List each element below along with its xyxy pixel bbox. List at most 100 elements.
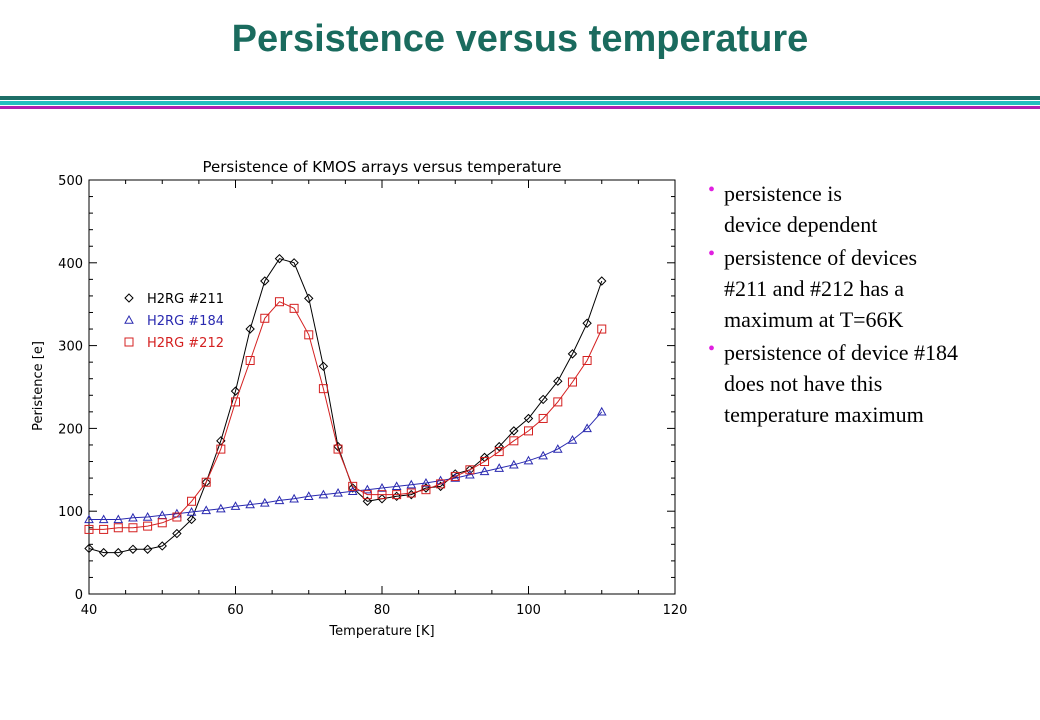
data-point bbox=[157, 541, 167, 551]
data-point bbox=[289, 303, 299, 313]
data-point bbox=[143, 521, 153, 531]
data-point bbox=[333, 487, 343, 497]
legend-label: H2RG #212 bbox=[147, 336, 224, 351]
data-point bbox=[274, 253, 285, 264]
data-point bbox=[567, 434, 578, 444]
data-point bbox=[113, 514, 124, 524]
y-axis-label: Peristence [e] bbox=[31, 341, 46, 431]
data-point bbox=[172, 512, 182, 522]
data-point bbox=[201, 477, 211, 487]
data-point bbox=[552, 444, 563, 453]
plot-frame bbox=[88, 179, 676, 595]
x-tick-label: 100 bbox=[516, 603, 541, 618]
data-point bbox=[553, 397, 563, 407]
data-point bbox=[274, 495, 285, 505]
data-point bbox=[553, 376, 563, 386]
bullet-list: • persistence is device dependent • persis… bbox=[708, 178, 1028, 430]
data-point bbox=[597, 276, 607, 286]
x-tick-label: 120 bbox=[663, 603, 688, 618]
data-point bbox=[406, 479, 417, 489]
title-rule-bottom bbox=[0, 106, 1040, 109]
data-point bbox=[567, 377, 577, 387]
data-point bbox=[406, 488, 416, 498]
x-axis-label: Temperature [K] bbox=[328, 624, 434, 639]
data-point bbox=[523, 455, 534, 465]
data-point bbox=[509, 459, 519, 469]
data-point bbox=[347, 483, 358, 493]
bullet-item: • persistence of devices #211 and #212 ha… bbox=[708, 242, 1028, 335]
data-point bbox=[187, 496, 197, 506]
data-point bbox=[421, 485, 431, 495]
legend-label: H2RG #184 bbox=[147, 314, 224, 329]
bullet-text: persistence of devices #211 and #212 has… bbox=[724, 245, 918, 332]
data-point bbox=[259, 497, 270, 507]
data-point bbox=[289, 258, 299, 268]
data-point bbox=[274, 297, 284, 307]
data-point bbox=[480, 457, 490, 467]
bullet-text: persistence of device #184 does not have… bbox=[724, 340, 958, 427]
legend-marker-icon bbox=[124, 293, 134, 303]
y-tick-label: 300 bbox=[58, 340, 83, 355]
data-point bbox=[509, 426, 519, 436]
data-point bbox=[172, 528, 182, 539]
data-point bbox=[230, 501, 241, 510]
data-point bbox=[98, 514, 109, 524]
data-point bbox=[99, 524, 109, 534]
data-point bbox=[113, 523, 123, 533]
data-point bbox=[465, 465, 475, 475]
chart-title: Persistence of KMOS arrays versus temper… bbox=[202, 158, 561, 176]
data-point bbox=[84, 524, 94, 534]
data-point bbox=[186, 506, 197, 516]
data-point bbox=[597, 324, 607, 334]
data-point bbox=[494, 441, 504, 452]
data-point bbox=[509, 436, 519, 446]
data-point bbox=[304, 330, 314, 340]
legend-label: H2RG #211 bbox=[147, 292, 224, 307]
data-point bbox=[84, 543, 94, 554]
data-point bbox=[582, 356, 592, 366]
y-tick-label: 400 bbox=[58, 257, 83, 272]
data-point bbox=[582, 318, 592, 328]
data-point bbox=[260, 313, 270, 323]
data-point bbox=[128, 512, 138, 522]
data-point bbox=[318, 489, 329, 499]
data-point bbox=[216, 503, 226, 513]
data-point bbox=[333, 444, 343, 454]
data-point bbox=[230, 386, 241, 396]
legend-marker-icon bbox=[124, 337, 134, 347]
data-point bbox=[538, 413, 548, 423]
bullet-dot-icon: • bbox=[708, 243, 716, 265]
bullet-item: • persistence is device dependent bbox=[708, 178, 1028, 240]
data-point bbox=[289, 493, 299, 503]
y-tick-label: 500 bbox=[58, 174, 83, 189]
data-point bbox=[421, 478, 431, 487]
bullet-dot-icon: • bbox=[708, 179, 716, 201]
data-point bbox=[347, 486, 358, 496]
data-point bbox=[245, 499, 255, 509]
data-point bbox=[377, 482, 387, 492]
data-point bbox=[216, 444, 226, 454]
data-point bbox=[538, 450, 548, 460]
data-point bbox=[186, 514, 197, 525]
data-point bbox=[465, 469, 475, 479]
data-point bbox=[450, 471, 460, 481]
slide-title: Persistence versus temperature bbox=[231, 18, 809, 60]
data-point bbox=[245, 324, 255, 334]
series-line bbox=[89, 301, 603, 530]
data-point bbox=[524, 426, 533, 436]
data-point bbox=[113, 547, 124, 558]
data-point bbox=[538, 394, 548, 405]
title-rule-middle bbox=[0, 101, 1040, 105]
bullet-dot-icon: • bbox=[708, 338, 716, 360]
data-point bbox=[201, 505, 212, 515]
data-point bbox=[362, 490, 372, 500]
data-point bbox=[157, 518, 167, 528]
data-point bbox=[348, 481, 358, 491]
data-point bbox=[392, 490, 402, 500]
data-point bbox=[436, 479, 446, 489]
bullet-text: persistence is device dependent bbox=[724, 181, 878, 237]
x-tick-label: 60 bbox=[227, 603, 244, 618]
y-tick-label: 200 bbox=[58, 422, 83, 437]
data-point bbox=[260, 276, 270, 286]
